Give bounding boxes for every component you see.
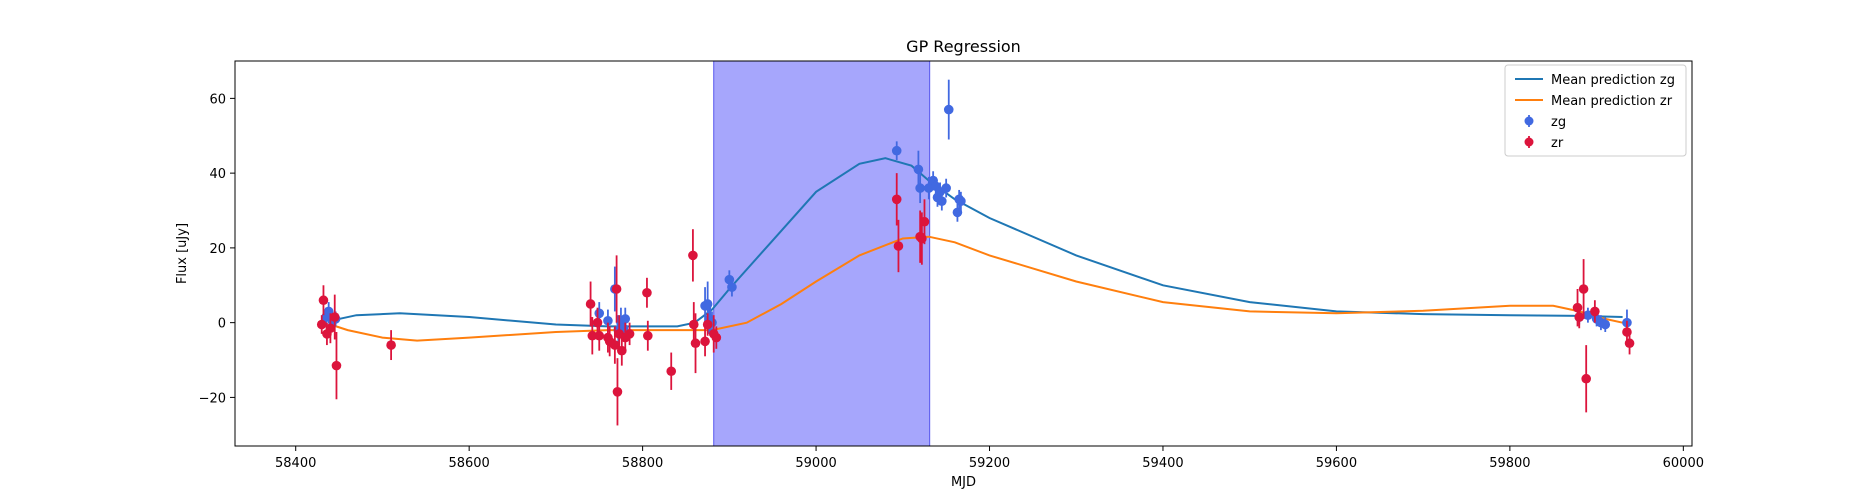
legend-marker-swatch bbox=[1524, 116, 1534, 126]
legend-label: Mean prediction zg bbox=[1551, 73, 1675, 88]
legend-marker-swatch bbox=[1524, 137, 1534, 147]
data-point-zr bbox=[643, 330, 653, 341]
data-point-zr bbox=[1578, 284, 1589, 294]
plot-area: 58400 58600 58800 59000 59200 59400 59600 59800… bbox=[199, 60, 1704, 471]
data-point-zr bbox=[919, 216, 930, 227]
data-point-zr bbox=[616, 345, 627, 356]
x-tick-label: 59000 bbox=[795, 456, 836, 471]
data-point-zr bbox=[592, 317, 603, 328]
data-point-zg bbox=[937, 196, 947, 206]
data-point-zr bbox=[594, 330, 605, 341]
data-point-zr bbox=[318, 295, 329, 306]
data-point-zr bbox=[624, 329, 635, 339]
x-tick-label: 60000 bbox=[1663, 456, 1704, 471]
data-point-zg bbox=[594, 308, 605, 319]
x-tick-label: 59600 bbox=[1316, 456, 1357, 471]
data-point-zg bbox=[941, 183, 951, 193]
data-point-zr bbox=[1624, 338, 1635, 349]
x-tick-label: 59200 bbox=[969, 456, 1010, 471]
legend: Mean prediction zg Mean prediction zr zg zr bbox=[1504, 64, 1687, 157]
y-tick-label: 0 bbox=[218, 317, 226, 332]
data-point-zg bbox=[727, 282, 737, 292]
axes-frame bbox=[234, 60, 1693, 447]
data-point-zr bbox=[711, 332, 722, 343]
data-point-zr bbox=[316, 319, 327, 330]
data-point-zr bbox=[1572, 302, 1583, 313]
data-point-zr bbox=[331, 360, 342, 371]
data-point-zr bbox=[700, 336, 710, 347]
data-point-zr bbox=[329, 312, 340, 322]
data-point-zr bbox=[1581, 373, 1591, 384]
data-point-zr bbox=[1590, 306, 1600, 317]
data-point-zr bbox=[666, 366, 677, 377]
y-axis-label: Flux [uJy] bbox=[175, 223, 190, 284]
data-point-zg bbox=[620, 314, 631, 324]
mean-prediction-line-zg bbox=[330, 157, 1623, 328]
y-tick-label: 40 bbox=[209, 167, 226, 182]
x-tick-label: 58400 bbox=[275, 456, 316, 471]
data-point-zr bbox=[702, 319, 713, 330]
data-point-zg bbox=[952, 207, 963, 218]
legend-box bbox=[1504, 64, 1687, 157]
data-point-zr bbox=[325, 323, 336, 334]
data-point-zr bbox=[386, 340, 396, 350]
x-tick-label: 59800 bbox=[1489, 456, 1530, 471]
data-point-zr bbox=[610, 340, 620, 350]
data-point-zr bbox=[688, 250, 698, 261]
data-point-zg bbox=[1600, 319, 1611, 330]
data-point-zg bbox=[891, 145, 902, 156]
mean-prediction-line-zr bbox=[330, 235, 1623, 342]
data-point-zr bbox=[893, 241, 904, 251]
data-point-zg bbox=[603, 315, 613, 326]
data-point-zr bbox=[587, 330, 598, 341]
y-tick-label: 20 bbox=[209, 242, 226, 257]
y-tick-label: −20 bbox=[199, 391, 226, 406]
data-point-zr bbox=[642, 287, 652, 298]
highlight-span bbox=[713, 60, 931, 447]
data-point-zg bbox=[915, 183, 925, 193]
legend-label: zg bbox=[1551, 115, 1566, 130]
legend-label: Mean prediction zr bbox=[1551, 94, 1673, 109]
data-point-zr bbox=[611, 284, 622, 294]
x-tick-label: 58600 bbox=[448, 456, 489, 471]
x-axis-label: MJD bbox=[951, 475, 976, 490]
data-point-zg bbox=[956, 196, 966, 206]
data-point-zr bbox=[688, 319, 699, 330]
data-point-zr bbox=[1574, 312, 1585, 322]
chart-title: GP Regression bbox=[906, 37, 1021, 56]
data-point-zr bbox=[585, 299, 596, 309]
legend-label: zr bbox=[1551, 136, 1564, 151]
x-tick-label: 59400 bbox=[1142, 456, 1183, 471]
data-point-zg bbox=[943, 104, 954, 115]
x-tick-label: 58800 bbox=[622, 456, 663, 471]
data-point-zr bbox=[891, 194, 902, 205]
data-point-zg bbox=[913, 164, 924, 175]
data-point-zr bbox=[690, 338, 701, 349]
y-tick-label: 60 bbox=[209, 92, 226, 107]
data-point-zr bbox=[612, 387, 623, 397]
